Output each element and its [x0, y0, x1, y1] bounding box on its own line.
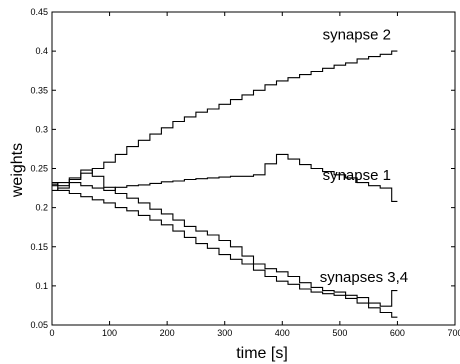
x-axis-ticks: 0 100 200 300 400 500 600 700 [49, 12, 460, 338]
y-axis-ticks: 0.05 0.1 0.15 0.2 0.25 0.3 0.35 0.4 0.45 [30, 7, 455, 330]
y-tick-label: 0.2 [35, 203, 48, 213]
annotations-layer: synapse 2 synapse 1 synapses 3,4 [320, 26, 408, 286]
x-tick-label: 500 [332, 328, 347, 338]
y-tick-label: 0.25 [30, 164, 48, 174]
series-line-3 [52, 169, 398, 307]
series-annotation: synapse 1 [323, 167, 391, 184]
series-annotation: synapses 3,4 [320, 269, 408, 286]
y-axis-label: weights [9, 143, 26, 198]
series-layer [52, 50, 398, 318]
y-tick-label: 0.05 [30, 320, 48, 330]
y-tick-label: 0.4 [35, 46, 48, 56]
x-axis-label: time [s] [236, 345, 288, 362]
series-annotation: synapse 2 [323, 26, 391, 43]
series-line-2 [52, 50, 398, 187]
x-tick-label: 400 [275, 328, 290, 338]
x-tick-label: 600 [390, 328, 405, 338]
x-tick-label: 700 [447, 328, 460, 338]
x-tick-label: 300 [217, 328, 232, 338]
x-tick-label: 0 [49, 328, 54, 338]
y-tick-label: 0.45 [30, 7, 48, 17]
series-line-1 [52, 153, 398, 202]
y-tick-label: 0.3 [35, 124, 48, 134]
series-line-4 [52, 182, 398, 318]
y-tick-label: 0.15 [30, 242, 48, 252]
y-tick-label: 0.1 [35, 281, 48, 291]
x-tick-label: 100 [102, 328, 117, 338]
x-tick-label: 200 [160, 328, 175, 338]
y-tick-label: 0.35 [30, 85, 48, 95]
